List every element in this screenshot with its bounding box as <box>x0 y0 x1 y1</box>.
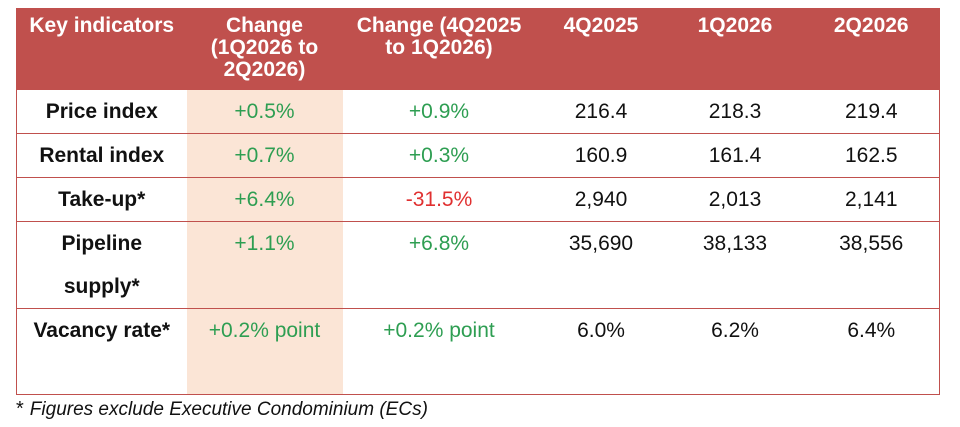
key-indicators-table: Key indicators Change (1Q2026 to 2Q2026)… <box>16 8 940 395</box>
value-cell: 6.4% <box>847 318 896 342</box>
row-label-take-up: Take-up* <box>16 177 187 222</box>
row-label-pipeline-supply: Pipeline supply* <box>16 221 187 309</box>
change-cell: +6.8% <box>342 221 536 309</box>
header-4q2025: 4Q2025 <box>535 8 667 90</box>
row-label-price-index: Price index <box>16 89 187 134</box>
footnote: * Figures exclude Executive Condominium (… <box>16 398 428 421</box>
indicators-table-container: Key indicators Change (1Q2026 to 2Q2026)… <box>16 8 940 395</box>
table-row: Vacancy rate* +0.2% point +0.2% point 6.… <box>17 308 940 394</box>
footnote-text: Figures exclude Executive Condominium (E… <box>29 399 428 420</box>
header-2q2026: 2Q2026 <box>803 8 940 90</box>
header-1q2026: 1Q2026 <box>666 8 804 90</box>
value-cell: 2,141 <box>803 177 940 222</box>
value-cell: 38,133 <box>666 221 804 309</box>
value-cell: 6.0% <box>577 318 625 342</box>
value-cell: 2,940 <box>535 177 667 222</box>
value-cell: 2,013 <box>666 177 804 222</box>
footnote-marker: * <box>16 398 24 420</box>
change-cell: +0.2% point <box>383 318 495 342</box>
table-row: Rental index +0.7% +0.3% 160.9 161.4 162… <box>16 133 940 178</box>
change-cell: +0.2% point <box>186 308 343 394</box>
value-cell: 38,556 <box>803 221 940 309</box>
value-cell: 6.2% <box>711 318 759 342</box>
value-cell: 160.9 <box>535 133 667 178</box>
value-cell: 218.3 <box>666 89 804 134</box>
change-cell: +0.5% <box>186 89 343 134</box>
value-cell: 219.4 <box>803 89 940 134</box>
table-row: Price index +0.5% +0.9% 216.4 218.3 219.… <box>16 89 940 134</box>
header-key-indicators: Key indicators <box>16 8 187 90</box>
row-label-rental-index: Rental index <box>16 133 187 178</box>
change-cell: +0.9% <box>342 89 536 134</box>
row-label-vacancy-rate: Vacancy rate* <box>33 318 171 342</box>
change-cell: +0.7% <box>186 133 343 178</box>
value-cell: 162.5 <box>803 133 940 178</box>
header-change-q4-to-q1: Change (4Q2025 to 1Q2026) <box>342 8 536 90</box>
value-cell: 216.4 <box>535 89 667 134</box>
table-row: Pipeline supply* +1.1% +6.8% 35,690 38,1… <box>16 221 940 309</box>
table-row: Take-up* +6.4% -31.5% 2,940 2,013 2,141 <box>16 177 940 222</box>
header-change-q1-to-q2: Change (1Q2026 to 2Q2026) <box>186 8 343 90</box>
change-cell: +1.1% <box>186 221 343 309</box>
value-cell: 35,690 <box>535 221 667 309</box>
change-cell: +0.3% <box>342 133 536 178</box>
change-cell: +6.4% <box>186 177 343 222</box>
change-cell: -31.5% <box>342 177 536 222</box>
value-cell: 161.4 <box>666 133 804 178</box>
header-row: Key indicators Change (1Q2026 to 2Q2026)… <box>16 8 940 90</box>
